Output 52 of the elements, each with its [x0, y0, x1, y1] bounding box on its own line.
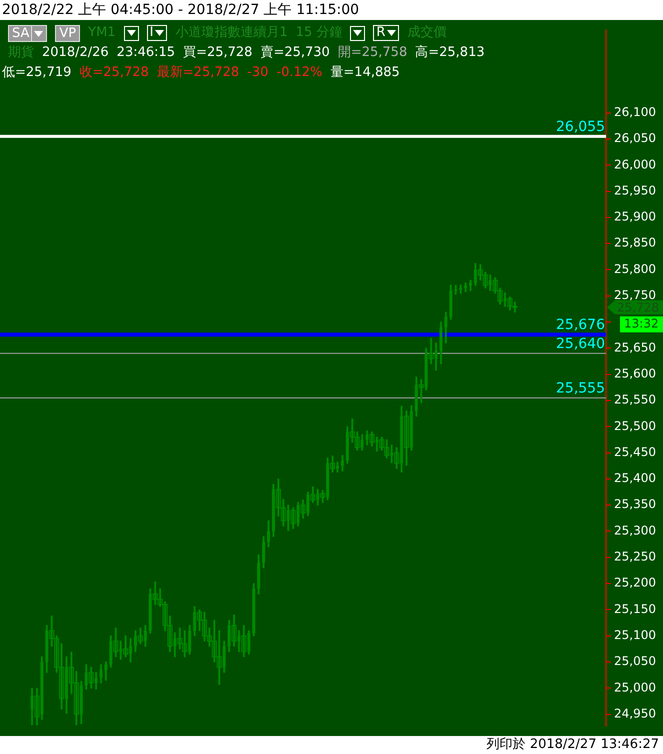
annotation: 23:46:15: [116, 44, 176, 62]
ref-line-label: 26,055: [556, 119, 605, 136]
y-tick-label: 25,500: [614, 418, 656, 433]
annotation: 賣=25,730: [260, 44, 330, 62]
annotation: 2018/2/26: [42, 44, 109, 62]
y-tick-label: 25,000: [614, 680, 656, 694]
annotation: 收=25,728: [79, 64, 149, 82]
y-tick-label: 25,300: [614, 523, 656, 538]
y-tick-label: 25,150: [614, 602, 656, 616]
annotation: 成交價: [407, 24, 446, 42]
y-tick-label: 25,200: [614, 576, 656, 590]
ref-line-label: 25,676: [556, 317, 606, 334]
ref-line-label: 25,640: [556, 336, 605, 352]
y-tick-label: 25,100: [614, 628, 656, 642]
y-tick-label: 25,350: [614, 497, 656, 512]
annotation: 15 分鐘: [296, 24, 342, 42]
y-tick-label: 25,800: [614, 262, 656, 276]
annotation: R: [373, 25, 400, 41]
y-tick-label: 24,950: [614, 706, 656, 720]
annotation: 最新=25,728: [156, 64, 240, 82]
y-tick-label: 25,650: [614, 340, 656, 354]
candlestick: [459, 284, 462, 294]
annotation: -30: [247, 64, 268, 82]
annotation: I: [146, 25, 168, 41]
y-tick-label: 26,000: [614, 157, 656, 172]
annotation: VP: [55, 24, 80, 42]
y-tick-label: 25,600: [614, 366, 656, 380]
sa-dropdown: SA: [8, 24, 48, 42]
text: 列印於 2018/2/27 13:46:27: [486, 736, 659, 754]
y-tick-label: 26,100: [614, 104, 656, 119]
ref-line-label: 25,555: [556, 380, 605, 397]
y-tick-label: 25,400: [614, 471, 656, 486]
y-tick-label: 25,250: [614, 550, 656, 564]
chart-title: 2018/2/22 上午 04:45:00 - 2018/2/27 上午 11:15:00: [1, 1, 360, 20]
annotation: 量=14,885: [330, 64, 400, 82]
annotation: 低=25,719: [2, 64, 72, 82]
y-tick-label: 25,750: [614, 288, 656, 302]
y-tick-label: 25,900: [614, 210, 656, 224]
y-tick-label: 25,950: [614, 183, 656, 198]
y-tick-label: 25,850: [614, 236, 656, 250]
annotation: 開=25,758: [338, 44, 408, 62]
annotation: 期貨: [8, 44, 34, 62]
annotation: 小道瓊指數連續月1: [175, 24, 288, 42]
annotation: YM1: [88, 24, 116, 42]
y-tick-label: 25,050: [614, 654, 656, 668]
y-tick-label: 25,550: [614, 392, 656, 407]
y-tick-label: 25,450: [614, 444, 656, 459]
annotation: 買=25,728: [183, 44, 252, 62]
text: 13:32: [624, 316, 659, 331]
annotation: -0.12%: [276, 64, 322, 82]
annotation: 高=25,813: [415, 44, 485, 62]
y-tick-label: 26,050: [614, 131, 656, 146]
